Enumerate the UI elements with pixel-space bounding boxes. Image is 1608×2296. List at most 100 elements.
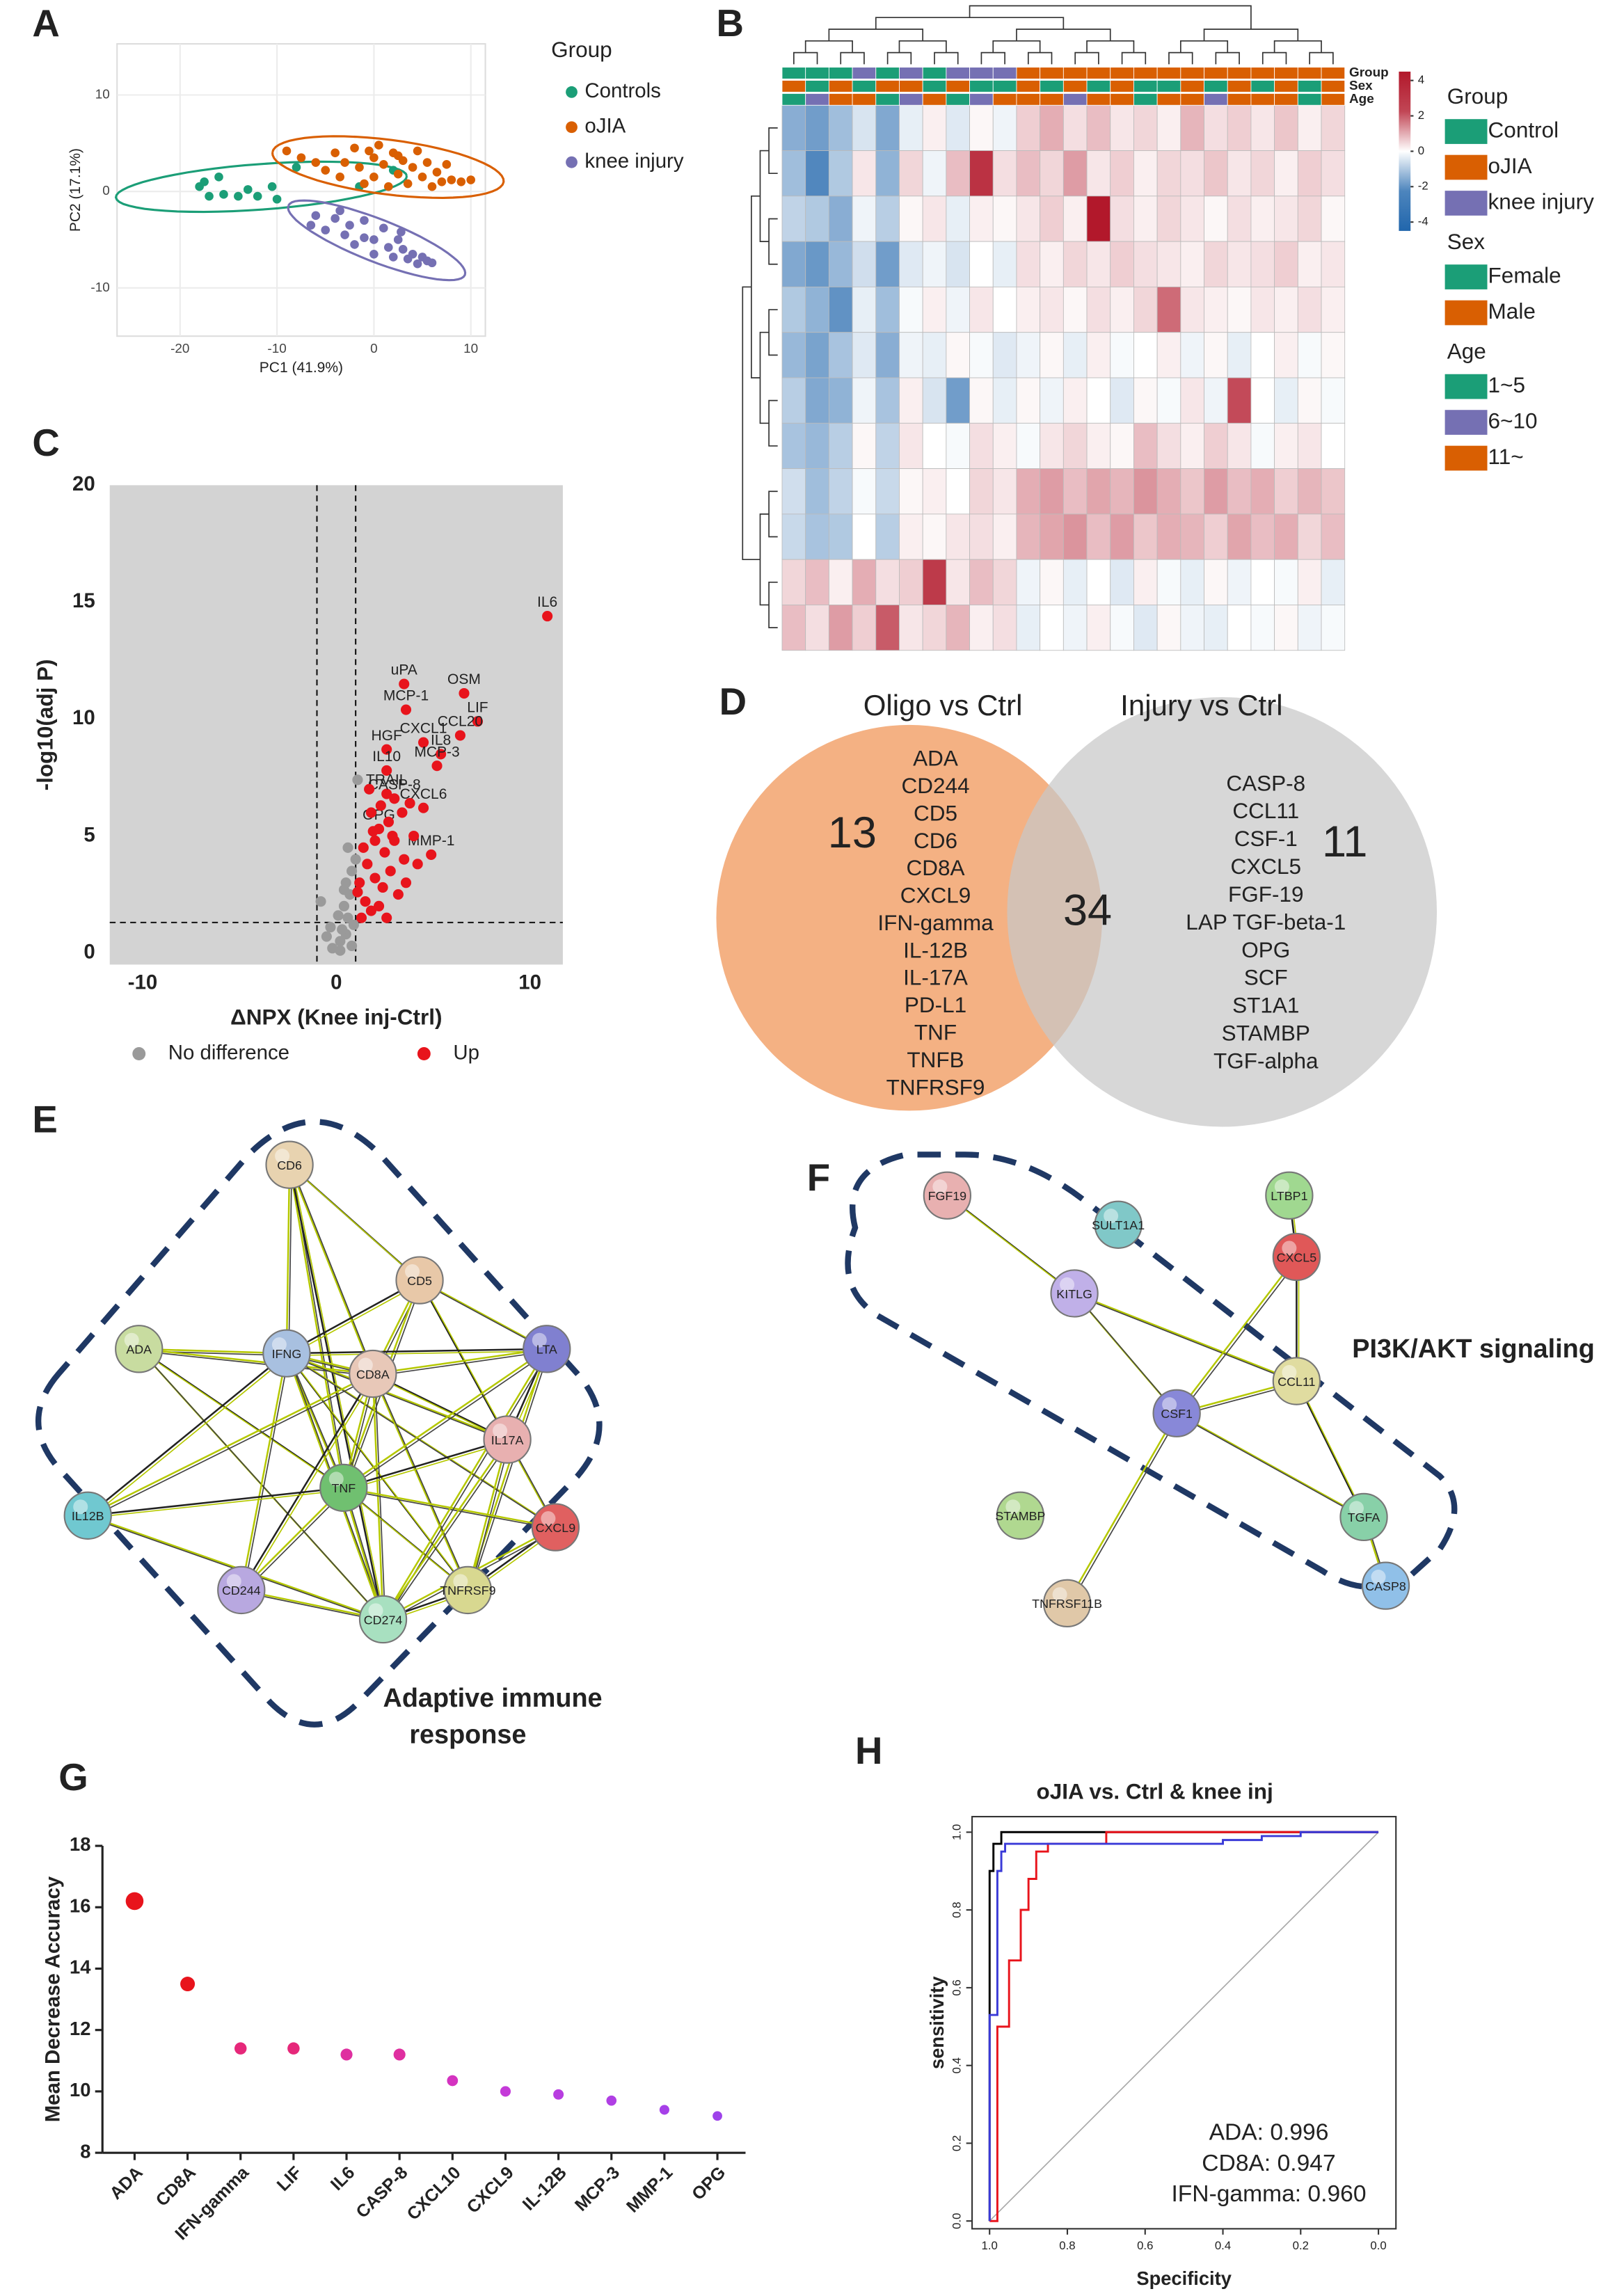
heatmap-cell [1204, 377, 1228, 424]
node-highlight [453, 1574, 468, 1589]
heatmap-cell [828, 196, 853, 242]
legend-title: Age [1447, 339, 1486, 364]
annotation-cell [1133, 80, 1158, 93]
network-edge [289, 1350, 549, 1357]
x-tick-label: 0.8 [1059, 2239, 1075, 2252]
heatmap-cell [1086, 286, 1111, 333]
annotation-cell [1062, 93, 1088, 106]
x-tick-label: ADA [106, 2163, 146, 2203]
heatmap-cell [828, 605, 853, 651]
point [335, 206, 344, 216]
network-edge [345, 1350, 550, 1491]
network-edge [1074, 1292, 1297, 1382]
point [388, 253, 398, 262]
heatmap-cell [1321, 605, 1346, 651]
heatmap-cell [946, 513, 970, 560]
y-tick-label: -10 [90, 280, 109, 295]
heatmap-cell [992, 468, 1017, 515]
point [404, 797, 415, 809]
venn-item: SCF [1244, 965, 1288, 990]
node-highlight [405, 1263, 420, 1279]
point [267, 182, 277, 191]
venn-item: ADA [913, 746, 958, 771]
point [292, 163, 301, 172]
point-label: HGF [372, 728, 402, 744]
annotation-cell [1227, 80, 1252, 93]
heatmap-cell [828, 104, 853, 151]
network-edge [374, 1376, 471, 1593]
network-edge [343, 1348, 548, 1489]
annotation-cell [828, 80, 853, 93]
heatmap-cell [1110, 286, 1134, 333]
network-edge [345, 1441, 510, 1491]
network-edge [286, 1353, 557, 1529]
venn-item: IL-17A [903, 965, 968, 990]
heatmap-cell [899, 468, 923, 515]
network-node [1361, 1561, 1410, 1610]
heatmap-cell [1227, 104, 1252, 151]
heatmap-cell [992, 513, 1017, 560]
annotation-cell [875, 67, 900, 79]
point [459, 687, 470, 699]
heatmap-cell [899, 422, 923, 470]
dendrogram [759, 150, 770, 242]
panel-label: E [32, 1099, 57, 1141]
point [338, 884, 350, 895]
network-node [1272, 1232, 1321, 1282]
annotation-cell [992, 67, 1017, 79]
y-axis-label: Mean Decrease Accuracy [42, 1876, 65, 2122]
heatmap-cell [922, 196, 947, 242]
point [360, 233, 369, 243]
heatmap-cell [1297, 513, 1322, 560]
network-node [1152, 1389, 1201, 1437]
point [350, 240, 359, 249]
dot [180, 1977, 196, 1992]
annotation-cell [969, 93, 994, 106]
node-highlight [1005, 1499, 1021, 1515]
point [399, 854, 410, 865]
point [296, 153, 306, 162]
point [321, 931, 332, 942]
point [234, 191, 243, 201]
network-node [217, 1565, 266, 1615]
point [369, 235, 379, 244]
dendrogram [793, 51, 818, 65]
annotation-cell [1274, 67, 1298, 79]
point [413, 146, 422, 156]
node-highlight [226, 1574, 241, 1589]
heatmap-cell [899, 605, 923, 651]
heatmap-cell [1016, 605, 1041, 651]
network-node [923, 1171, 972, 1220]
point [456, 177, 466, 186]
network-node [1339, 1492, 1388, 1542]
heatmap-cell [1110, 605, 1134, 651]
legend-label: Male [1488, 298, 1536, 324]
heatmap-cell [852, 513, 877, 560]
node-label: STAMBP [995, 1509, 1045, 1523]
dendrogram [768, 581, 778, 628]
point [381, 744, 392, 755]
point [354, 877, 365, 888]
annotation-cell [1133, 93, 1158, 106]
network-edge [89, 1375, 376, 1519]
heatmap-cell [1062, 559, 1088, 605]
x-axis-label: PC1 (41.9%) [260, 360, 343, 376]
dot [287, 2042, 300, 2055]
point [342, 842, 353, 853]
heatmap-cell [828, 468, 853, 515]
annotation-cell [1133, 67, 1158, 79]
heatmap-cell [852, 241, 877, 287]
network-edge [141, 1350, 347, 1491]
point [379, 223, 388, 233]
node-label: CXCL5 [1277, 1250, 1317, 1264]
network-edge [1066, 1412, 1178, 1604]
annotation-cell [852, 67, 877, 79]
heatmap-cell [922, 513, 947, 560]
heatmap-cell [1274, 332, 1298, 378]
point [437, 177, 447, 186]
legend-swatch [1443, 372, 1489, 401]
point [348, 919, 359, 930]
node-label: LTA [536, 1343, 557, 1357]
network-edge [241, 1589, 383, 1620]
network-edge [469, 1350, 550, 1593]
